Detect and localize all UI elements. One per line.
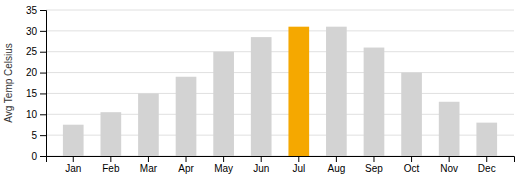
tick-mark bbox=[40, 52, 46, 53]
bar bbox=[439, 102, 460, 156]
y-tick: 10 bbox=[26, 109, 46, 120]
x-tick-label: Feb bbox=[102, 163, 120, 174]
y-tick: 15 bbox=[26, 88, 46, 99]
tick-mark bbox=[449, 156, 450, 162]
tick-mark bbox=[148, 156, 149, 162]
grid-line bbox=[46, 93, 514, 94]
tick-mark bbox=[186, 156, 187, 162]
bars bbox=[63, 27, 497, 156]
x-tick-label: Jan bbox=[65, 163, 81, 174]
axis-line bbox=[40, 11, 47, 157]
x-tick-label: May bbox=[214, 163, 233, 174]
x-tick: Aug bbox=[327, 156, 345, 174]
y-tick-label: 20 bbox=[26, 67, 38, 78]
tick-mark bbox=[336, 156, 337, 162]
x-tick-label: Dec bbox=[478, 163, 496, 174]
bar bbox=[364, 48, 385, 156]
plot: Jan Feb Mar Apr May Jun Jul Aug Sep Oct Nov Dec 0 5 10… bbox=[26, 5, 515, 174]
bar bbox=[251, 37, 272, 156]
grid-line bbox=[46, 30, 514, 31]
bar bbox=[476, 123, 497, 156]
x-tick-label: Jun bbox=[253, 163, 269, 174]
y-tick-label: 25 bbox=[26, 46, 38, 57]
y-axis-title: Avg Temp Celsius bbox=[3, 43, 14, 123]
y-tick-label: 0 bbox=[31, 151, 37, 162]
x-tick: Nov bbox=[440, 156, 458, 174]
x-tick: Apr bbox=[178, 156, 194, 174]
bar bbox=[213, 52, 234, 156]
tick-mark bbox=[40, 10, 46, 11]
grid-line bbox=[46, 51, 514, 52]
bar bbox=[138, 93, 159, 156]
y-tick-label: 15 bbox=[26, 88, 38, 99]
x-tick: Sep bbox=[365, 156, 383, 174]
tick-mark bbox=[261, 156, 262, 162]
grid-line bbox=[46, 10, 514, 11]
x-tick-label: Jul bbox=[292, 163, 305, 174]
tick-mark bbox=[40, 73, 46, 74]
x-tick: Oct bbox=[404, 156, 420, 174]
y-tick-label: 5 bbox=[31, 130, 37, 141]
x-tick: Jan bbox=[65, 156, 81, 174]
y-tick-label: 30 bbox=[26, 26, 38, 37]
y-tick-label: 35 bbox=[26, 5, 38, 16]
y-axis: 0 5 10 15 20 25 30 35 bbox=[26, 5, 47, 162]
tick-mark bbox=[411, 156, 412, 162]
bar bbox=[63, 125, 84, 156]
x-axis: Jan Feb Mar Apr May Jun Jul Aug Sep Oct Nov Dec bbox=[47, 156, 515, 174]
x-tick-label: Nov bbox=[440, 163, 458, 174]
x-tick-label: Apr bbox=[178, 163, 194, 174]
x-tick-label: Aug bbox=[327, 163, 345, 174]
tick-mark bbox=[486, 156, 487, 162]
grid-line bbox=[46, 72, 514, 73]
y-tick: 35 bbox=[26, 5, 46, 16]
tick-mark bbox=[373, 156, 374, 162]
y-tick: 20 bbox=[26, 67, 46, 78]
x-tick: Jun bbox=[253, 156, 269, 174]
tick-mark bbox=[73, 156, 74, 162]
tick-mark bbox=[40, 156, 46, 157]
axis-line bbox=[47, 157, 515, 163]
x-tick-label: Sep bbox=[365, 163, 383, 174]
y-tick: 25 bbox=[26, 46, 46, 57]
tick-mark bbox=[223, 156, 224, 162]
x-tick: Mar bbox=[140, 156, 158, 174]
bar bbox=[401, 73, 422, 156]
tick-mark bbox=[40, 93, 46, 94]
tick-mark bbox=[40, 114, 46, 115]
grid bbox=[46, 10, 514, 156]
bar bbox=[288, 27, 309, 156]
x-tick: Feb bbox=[102, 156, 120, 174]
y-tick: 30 bbox=[26, 26, 46, 37]
x-tick: Jul bbox=[292, 156, 305, 174]
bar bbox=[101, 112, 122, 156]
tick-mark bbox=[298, 156, 299, 162]
y-tick: 0 bbox=[31, 151, 46, 162]
bar bbox=[326, 27, 347, 156]
tick-mark bbox=[40, 31, 46, 32]
y-tick-label: 10 bbox=[26, 109, 38, 120]
tick-mark bbox=[110, 156, 111, 162]
x-tick-label: Oct bbox=[404, 163, 420, 174]
chart: Jan Feb Mar Apr May Jun Jul Aug Sep Oct Nov Dec 0 5 10… bbox=[0, 0, 524, 180]
bar bbox=[176, 77, 197, 156]
tick-mark bbox=[40, 135, 46, 136]
x-tick: May bbox=[214, 156, 233, 174]
x-tick-label: Mar bbox=[140, 163, 158, 174]
x-tick: Dec bbox=[478, 156, 496, 174]
y-tick: 5 bbox=[31, 130, 46, 141]
